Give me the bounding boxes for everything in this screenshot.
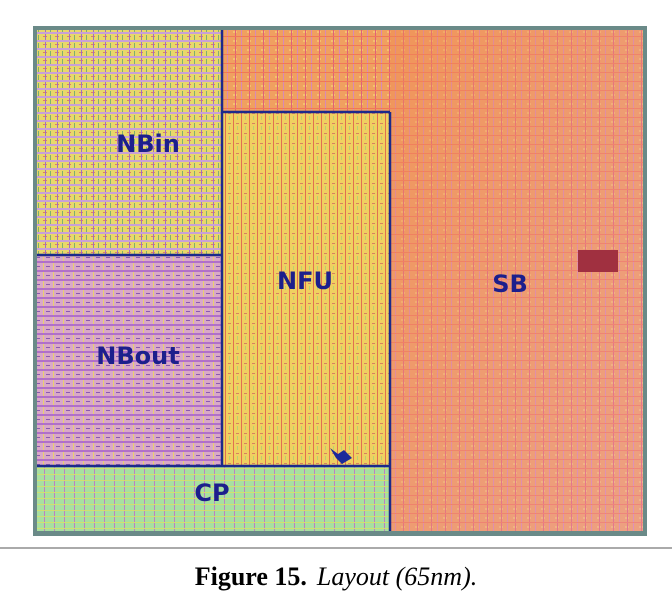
sb-shade — [390, 30, 643, 531]
sb-block — [578, 250, 618, 272]
nbout-area — [37, 255, 222, 466]
blob — [330, 448, 352, 464]
caption: Figure 15. Layout (65nm). — [195, 562, 478, 591]
region-label: NBout — [96, 342, 179, 370]
boundaries — [37, 30, 392, 531]
region-label: NBin — [116, 130, 180, 158]
region-label: NFU — [277, 267, 333, 295]
caption-text: Layout (65nm). — [316, 562, 477, 591]
top-strip — [222, 30, 390, 112]
caption-number: Figure 15. — [195, 562, 307, 591]
cp-area — [37, 466, 390, 531]
nbin-area — [37, 30, 222, 255]
nfu-area — [222, 112, 390, 466]
region-label: CP — [194, 479, 229, 507]
region-label: SB — [492, 270, 528, 298]
